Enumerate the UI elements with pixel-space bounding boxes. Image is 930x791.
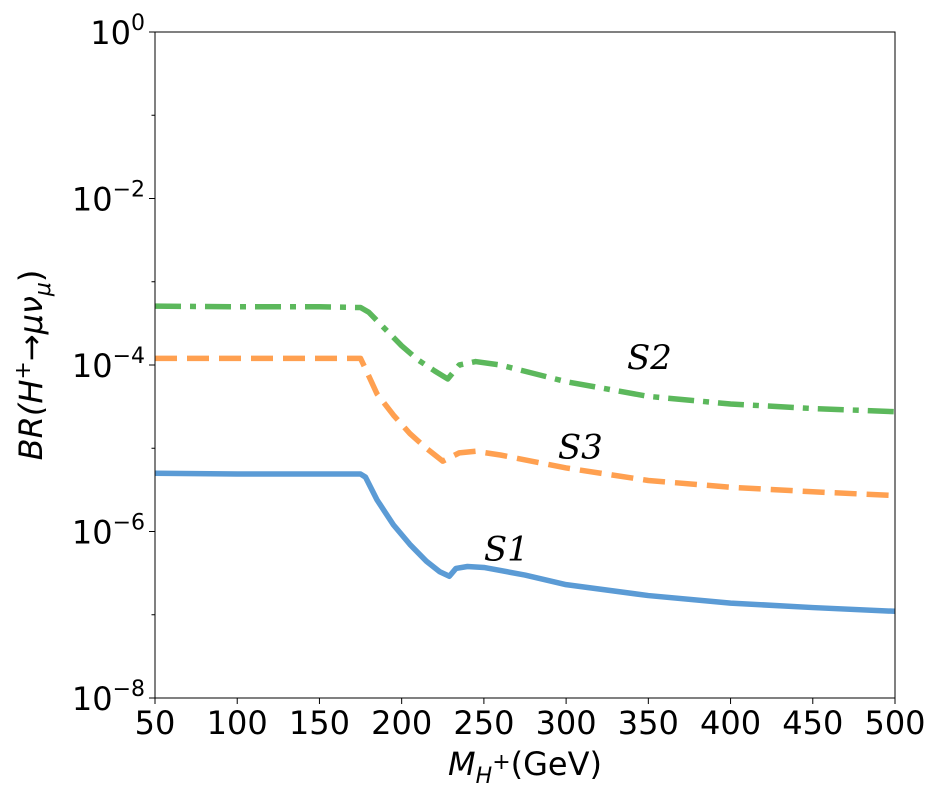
y-tick-label: 10−6 [72, 511, 145, 552]
x-tick-label: 250 [453, 704, 514, 742]
x-tick-label: 400 [700, 704, 761, 742]
series-labels: S1 S2 S3 [484, 338, 672, 570]
y-tick-label: 100 [90, 11, 145, 52]
x-tick-label: 100 [207, 704, 268, 742]
x-tick-label: 450 [782, 704, 843, 742]
series-label-s2: S2 [627, 338, 672, 378]
series-label-s3: S3 [558, 428, 603, 468]
x-tick-label: 500 [864, 704, 925, 742]
y-tick-label: 10−2 [72, 178, 145, 219]
y-axis: 10−8 10−6 10−4 10−2 100 [72, 11, 155, 718]
x-tick-label: 300 [536, 704, 597, 742]
y-axis-label: BR(H+→μνμ) [11, 270, 56, 461]
series-line-s1 [154, 470, 896, 615]
y-tick-label: 10−4 [72, 344, 145, 385]
x-axis: 50 100 150 200 250 300 350 400 450 500 [135, 698, 926, 742]
series-label-s1: S1 [484, 529, 529, 569]
x-tick-label: 50 [135, 704, 176, 742]
x-tick-label: 350 [618, 704, 679, 742]
y-tick-label: 10−8 [72, 677, 145, 718]
x-tick-label: 200 [371, 704, 432, 742]
series-layer [154, 303, 896, 615]
series-line-s2 [154, 303, 896, 415]
x-tick-label: 150 [289, 704, 350, 742]
x-axis-label: MH+(GeV) [448, 745, 602, 789]
plot-frame [154, 31, 896, 699]
series-line-s3 [155, 355, 896, 499]
